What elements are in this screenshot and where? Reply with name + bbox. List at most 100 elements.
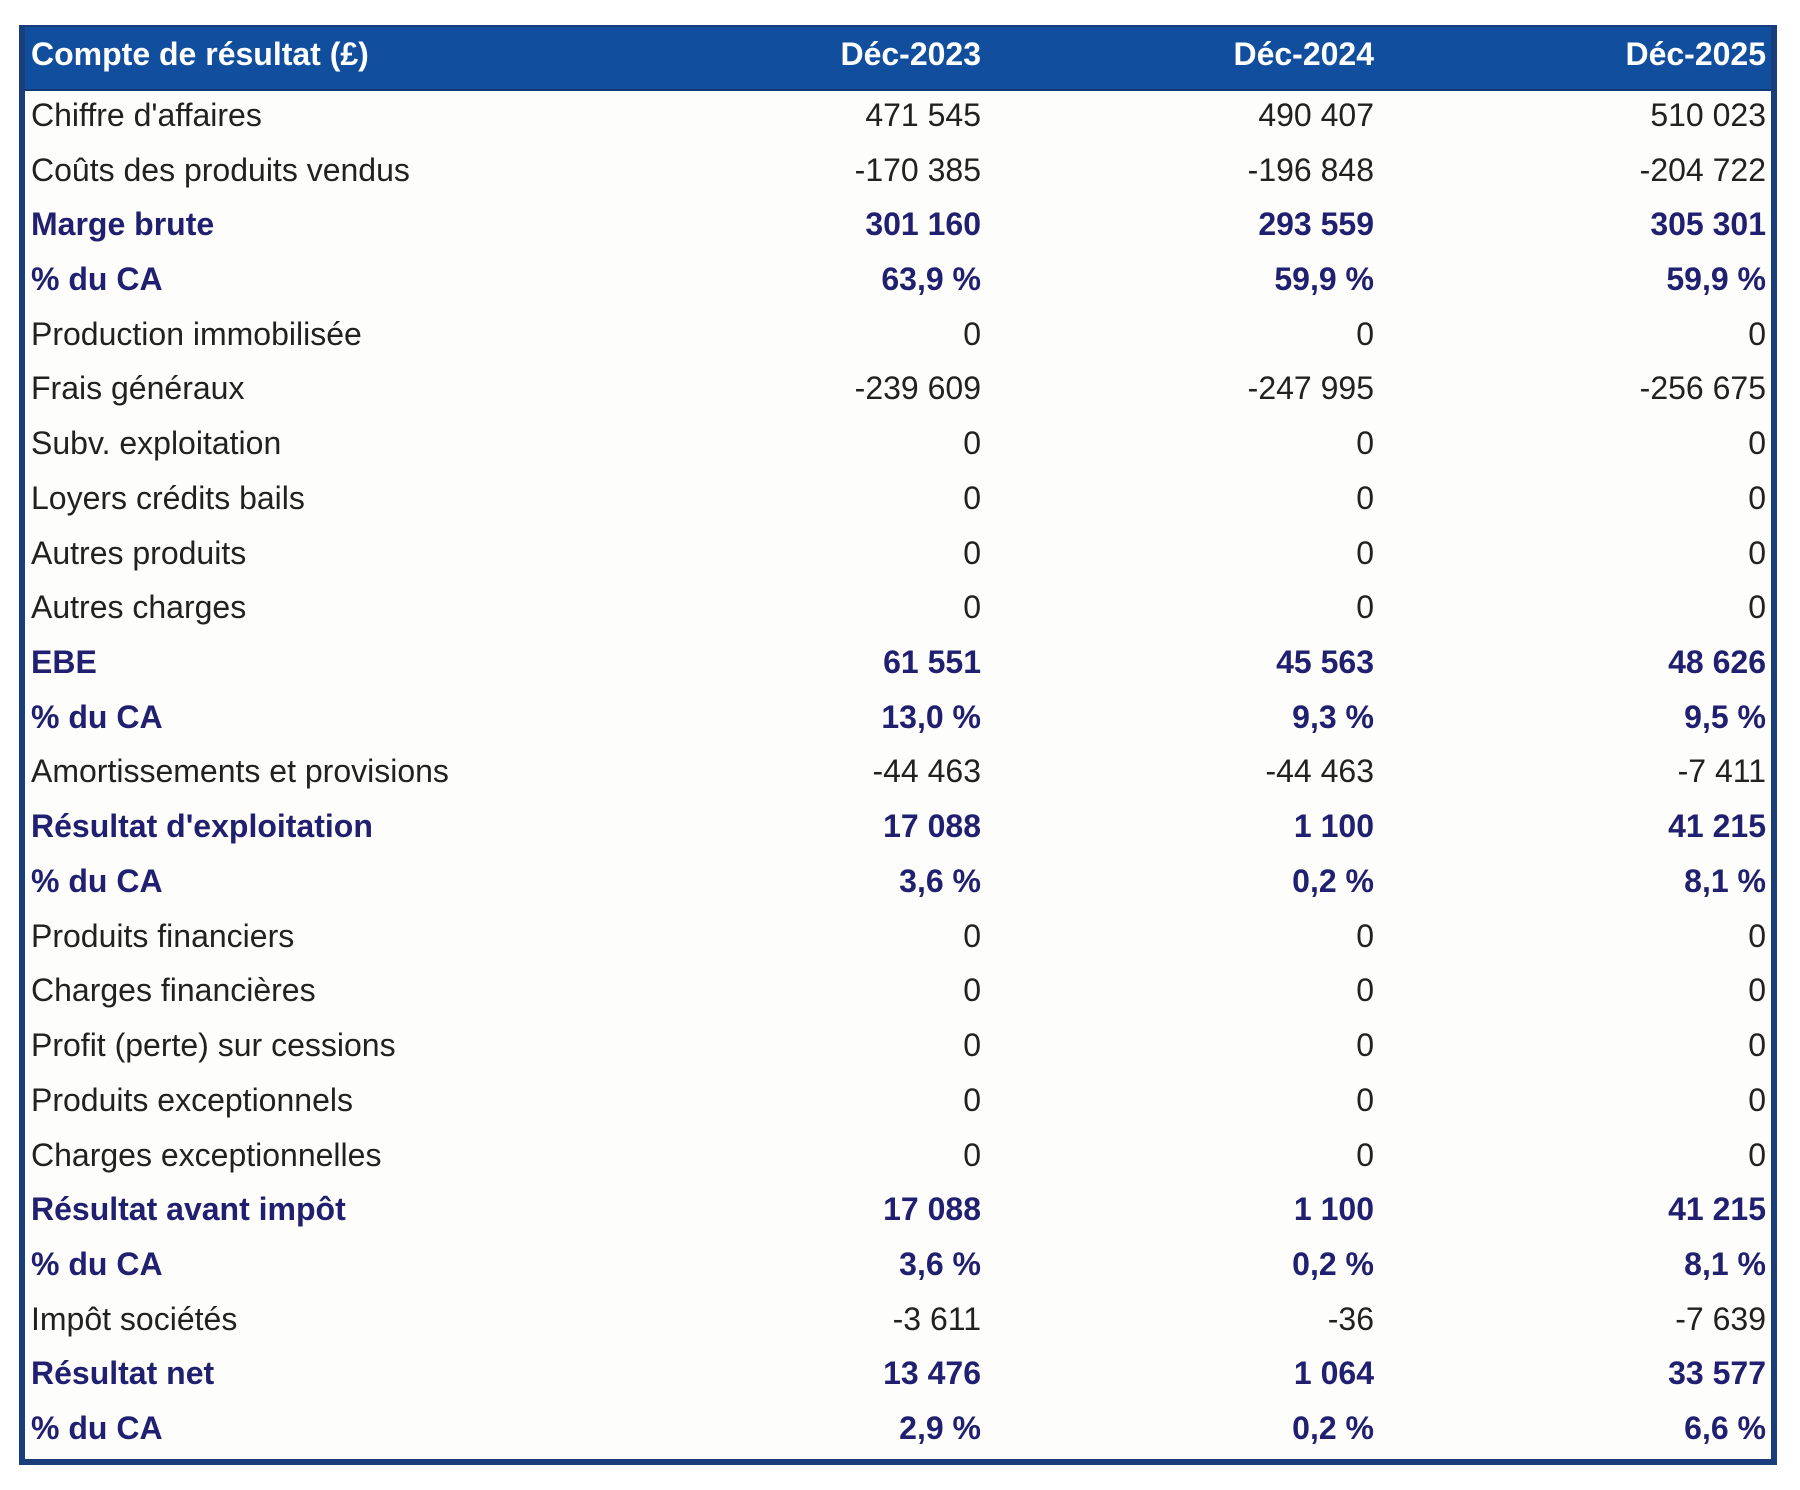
row-value: 0 [1748, 1081, 1766, 1118]
row-value: 59,9 % [1274, 261, 1374, 298]
row-value: -247 995 [1247, 370, 1374, 407]
row-value: 0 [1356, 972, 1374, 1009]
income-statement-table: Compte de résultat (£) Déc-2023 Déc-2024… [19, 25, 1777, 1465]
row-value: 0 [1748, 479, 1766, 516]
row-value: 0 [963, 917, 981, 954]
row-value: 0 [963, 972, 981, 1009]
row-label: % du CA [31, 698, 163, 735]
row-label: Résultat avant impôt [31, 1191, 346, 1228]
row-value: 6,6 % [1684, 1410, 1766, 1447]
table-row: Loyers crédits bails 0 0 0 [25, 474, 1771, 529]
row-value: 2,9 % [899, 1410, 981, 1447]
table-row: Subv. exploitation 0 0 0 [25, 419, 1771, 474]
row-value: 9,5 % [1684, 698, 1766, 735]
table-row: EBE 61 551 45 563 48 626 [25, 638, 1771, 693]
row-value: 490 407 [1258, 96, 1374, 133]
row-label: Subv. exploitation [31, 425, 282, 462]
table-header-row: Compte de résultat (£) Déc-2023 Déc-2024… [25, 27, 1771, 91]
row-value: -204 722 [1639, 151, 1766, 188]
table-row: Résultat avant impôt 17 088 1 100 41 215 [25, 1185, 1771, 1240]
column-header-dec-2025: Déc-2025 [1625, 35, 1766, 72]
row-value: 0,2 % [1292, 1245, 1374, 1282]
row-label: Charges exceptionnelles [31, 1136, 382, 1173]
row-value: 510 023 [1650, 96, 1766, 133]
row-value: 0 [1356, 589, 1374, 626]
row-value: 301 160 [865, 206, 981, 243]
table-row: % du CA 13,0 % 9,3 % 9,5 % [25, 693, 1771, 748]
row-value: 0 [963, 315, 981, 352]
table-row: % du CA 63,9 % 59,9 % 59,9 % [25, 255, 1771, 310]
row-label: Charges financières [31, 972, 316, 1009]
row-value: 0 [963, 1027, 981, 1064]
row-label: % du CA [31, 1245, 163, 1282]
row-value: 0 [1356, 1081, 1374, 1118]
table-row: Marge brute 301 160 293 559 305 301 [25, 200, 1771, 255]
row-value: 0 [1748, 1136, 1766, 1173]
row-value: 63,9 % [881, 261, 981, 298]
row-value: 45 563 [1276, 644, 1374, 681]
row-value: -256 675 [1639, 370, 1766, 407]
row-value: -3 611 [892, 1300, 981, 1337]
row-value: -7 411 [1677, 753, 1766, 790]
row-value: 9,3 % [1292, 698, 1374, 735]
row-label: Produits exceptionnels [31, 1081, 353, 1118]
row-value: 0 [963, 534, 981, 571]
table-body: Chiffre d'affaires 471 545 490 407 510 023 C… [25, 91, 1771, 1459]
table-row: Charges financières 0 0 0 [25, 967, 1771, 1022]
row-label: Autres charges [31, 589, 247, 626]
row-value: 0 [1748, 972, 1766, 1009]
row-label: % du CA [31, 862, 163, 899]
row-value: 0 [1356, 1136, 1374, 1173]
row-label: Loyers crédits bails [31, 479, 305, 516]
row-label: Production immobilisée [31, 315, 362, 352]
row-label: Coûts des produits vendus [31, 151, 410, 188]
row-label: Résultat d'exploitation [31, 808, 373, 845]
row-value: 1 100 [1293, 1191, 1374, 1228]
row-value: 0 [963, 589, 981, 626]
row-value: 0 [1748, 534, 1766, 571]
row-label: Impôt sociétés [31, 1300, 238, 1337]
table-row: Autres produits 0 0 0 [25, 529, 1771, 584]
row-label: Produits financiers [31, 917, 295, 954]
row-value: 48 626 [1668, 644, 1766, 681]
table-row: Profit (perte) sur cessions 0 0 0 [25, 1021, 1771, 1076]
row-label: Marge brute [31, 206, 215, 243]
table-row: Produits financiers 0 0 0 [25, 912, 1771, 967]
row-label: % du CA [31, 1410, 163, 1447]
row-value: 61 551 [883, 644, 981, 681]
row-value: 0 [1356, 534, 1374, 571]
row-value: 1 100 [1293, 808, 1374, 845]
row-value: 3,6 % [899, 862, 981, 899]
row-value: -7 639 [1675, 1300, 1766, 1337]
column-header-dec-2024: Déc-2024 [1233, 35, 1374, 72]
row-label: Amortissements et provisions [31, 753, 449, 790]
table-row: Résultat d'exploitation 17 088 1 100 41 215 [25, 802, 1771, 857]
row-value: 3,6 % [899, 1245, 981, 1282]
row-label: Profit (perte) sur cessions [31, 1027, 396, 1064]
row-value: 17 088 [883, 808, 981, 845]
table-row: Impôt sociétés -3 611 -36 -7 639 [25, 1295, 1771, 1350]
row-value: 0 [1356, 1027, 1374, 1064]
row-value: 0 [1748, 315, 1766, 352]
row-value: -44 463 [1265, 753, 1374, 790]
row-value: 0 [1748, 589, 1766, 626]
table-title: Compte de résultat (£) [31, 35, 369, 72]
row-value: 41 215 [1668, 808, 1766, 845]
row-value: 0 [1748, 425, 1766, 462]
row-value: -44 463 [872, 753, 981, 790]
table-row: Produits exceptionnels 0 0 0 [25, 1076, 1771, 1131]
row-label: Résultat net [31, 1355, 215, 1392]
table-row: Charges exceptionnelles 0 0 0 [25, 1131, 1771, 1186]
row-value: -170 385 [854, 151, 981, 188]
table-row: % du CA 2,9 % 0,2 % 6,6 % [25, 1404, 1771, 1459]
row-value: 0 [963, 1081, 981, 1118]
row-value: 293 559 [1258, 206, 1374, 243]
row-label: EBE [31, 644, 97, 681]
row-label: % du CA [31, 261, 163, 298]
table-row: Production immobilisée 0 0 0 [25, 310, 1771, 365]
row-value: 0,2 % [1292, 1410, 1374, 1447]
table-row: Chiffre d'affaires 471 545 490 407 510 023 [25, 91, 1771, 146]
row-label: Frais généraux [31, 370, 245, 407]
row-value: 0 [963, 425, 981, 462]
row-value: 0 [1748, 917, 1766, 954]
